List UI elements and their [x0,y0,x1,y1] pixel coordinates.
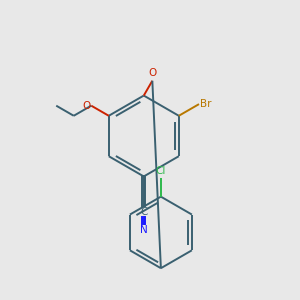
Text: C: C [140,207,148,217]
Text: Cl: Cl [156,167,166,176]
Text: O: O [82,101,90,111]
Text: N: N [140,225,148,235]
Text: O: O [148,68,157,78]
Text: Br: Br [200,99,212,109]
